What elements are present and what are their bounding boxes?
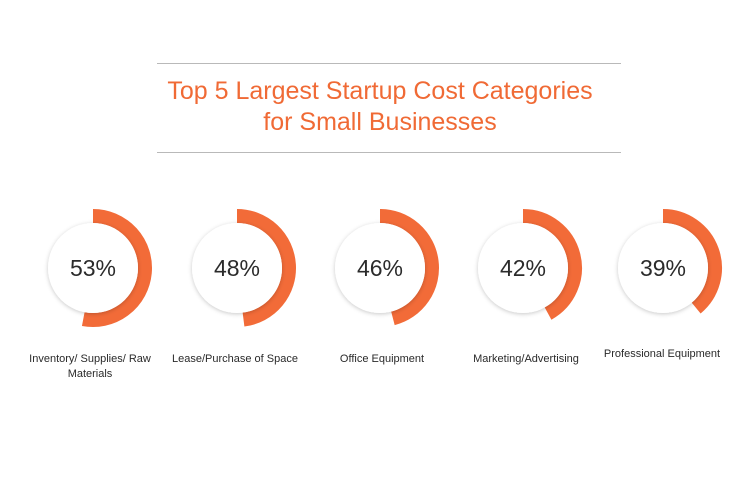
donut-arc-2 xyxy=(236,209,296,327)
donut-inner-disc-2 xyxy=(192,223,282,313)
donut-inner-disc-5 xyxy=(618,223,708,313)
donut-arc-4 xyxy=(522,209,582,320)
donut-value-label-1: 53% xyxy=(70,255,116,281)
donut-5: 39% xyxy=(618,209,722,314)
donut-value-label-2: 48% xyxy=(214,255,260,281)
donut-inner-disc-1 xyxy=(48,223,138,313)
chart-title: Top 5 Largest Startup Cost Categories fo… xyxy=(120,76,640,138)
donut-arc-5 xyxy=(662,209,722,314)
category-label-3: Office Equipment xyxy=(339,353,425,365)
donut-value-label-4: 42% xyxy=(500,255,546,281)
title-rule-bottom xyxy=(157,152,621,153)
category-label-1: Inventory/ Supplies/ Raw Materials xyxy=(29,353,151,380)
title-line-2: for Small Businesses xyxy=(263,108,497,136)
donut-inner-disc-3 xyxy=(335,223,425,313)
category-label-5: Professional Equipment xyxy=(603,348,721,360)
title-rule-top xyxy=(157,63,621,64)
category-label-2: Lease/Purchase of Space xyxy=(172,353,298,365)
category-label-4: Marketing/Advertising xyxy=(473,353,579,365)
donut-arc-3 xyxy=(379,209,439,326)
donut-inner-disc-4 xyxy=(478,223,568,313)
donut-value-label-3: 46% xyxy=(357,255,403,281)
donut-4: 42% xyxy=(478,209,582,320)
donut-arc-1 xyxy=(81,209,152,327)
donut-value-label-5: 39% xyxy=(640,255,686,281)
donut-3: 46% xyxy=(335,209,439,326)
donut-2: 48% xyxy=(192,209,296,327)
donut-1: 53% xyxy=(48,209,152,327)
title-line-1: Top 5 Largest Startup Cost Categories xyxy=(167,77,593,105)
donut-charts: 53% 48% 46% 42% 39% xyxy=(48,209,722,327)
